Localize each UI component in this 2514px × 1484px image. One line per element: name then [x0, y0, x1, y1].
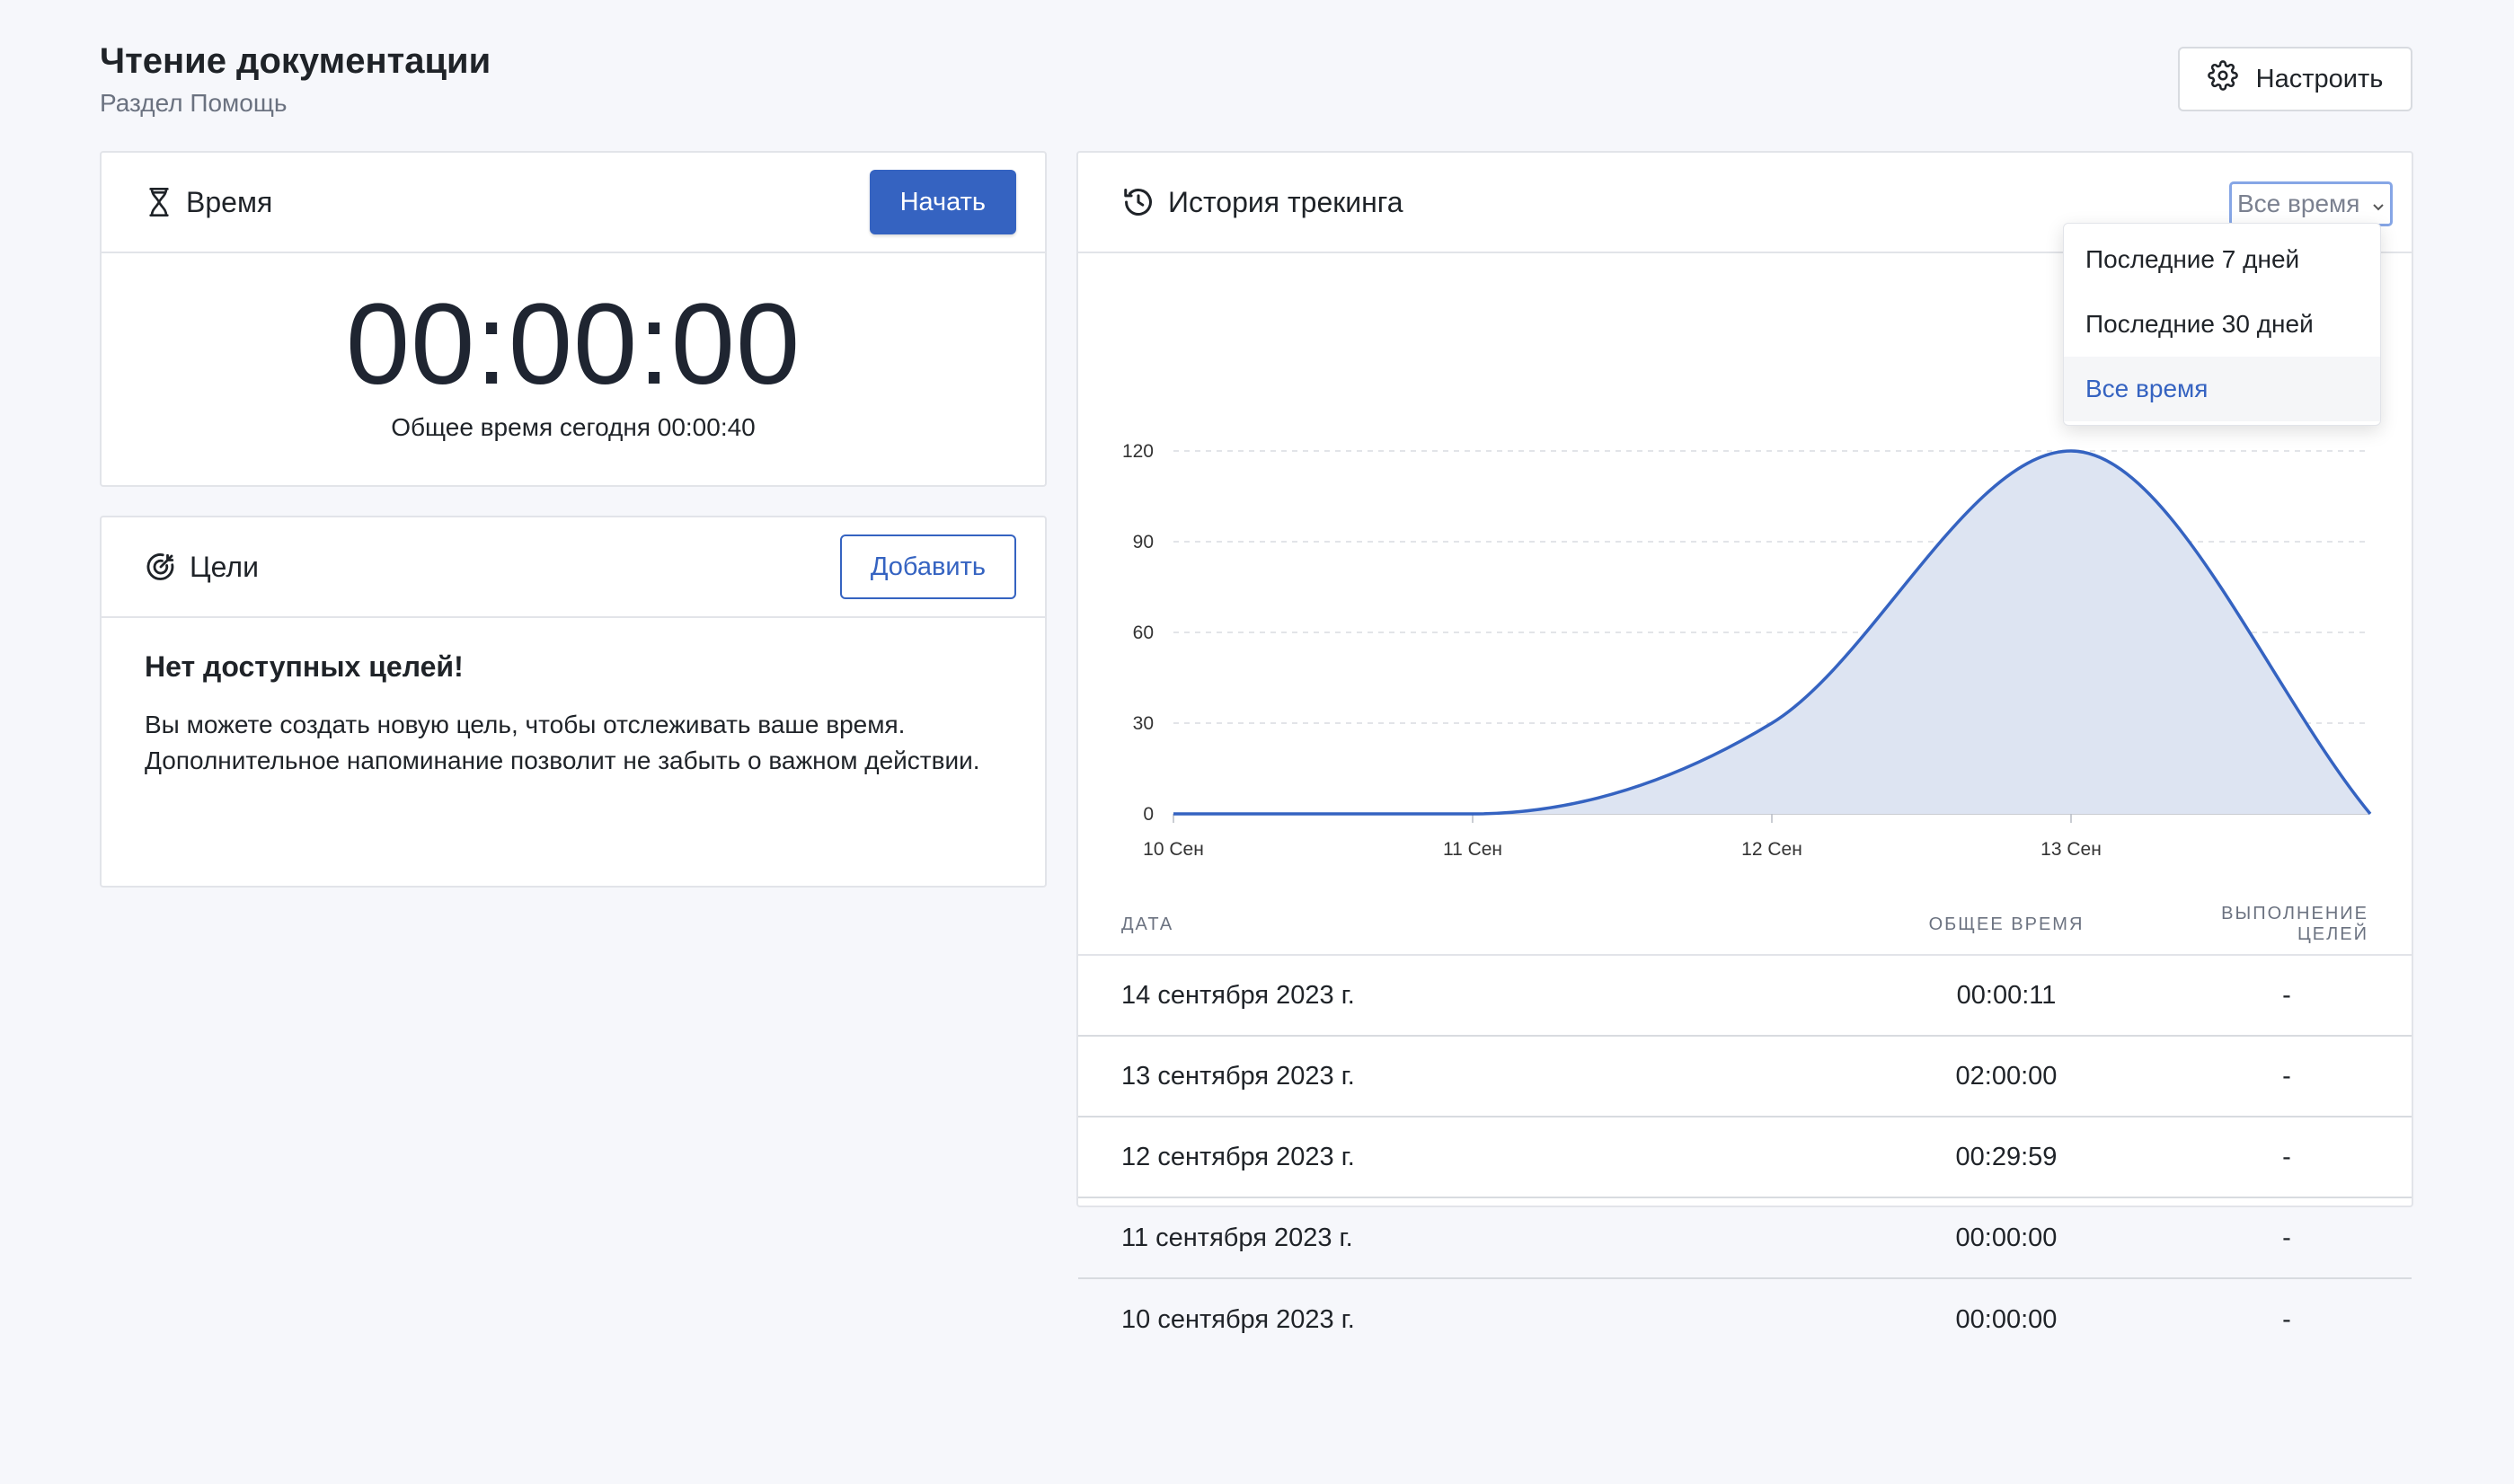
y-tick-label: 30 — [1133, 713, 1154, 734]
range-option-all-time[interactable]: Все время — [2064, 357, 2380, 421]
range-select-value: Все время — [2237, 190, 2360, 217]
table-row: 10 сентября 2023 г. 00:00:00 - — [1078, 1279, 2412, 1360]
timer-display: 00:00:00 — [345, 280, 801, 409]
page-header: Чтение документации Раздел Помощь — [100, 40, 491, 119]
column-total-time: ОБЩЕЕ ВРЕМЯ — [1928, 914, 2085, 934]
gear-icon — [2207, 60, 2238, 98]
tracking-chart: 0 30 60 90 120 10 Сен 11 Сен 12 Сен 13 Сен — [1078, 255, 2412, 897]
column-goals: ВЫПОЛНЕНИЕ ЦЕЛЕЙ — [2221, 904, 2368, 944]
chevron-down-icon — [2372, 190, 2385, 218]
goals-card-title: Цели — [190, 550, 259, 583]
row-goals: - — [2282, 1304, 2291, 1334]
y-tick-label: 90 — [1133, 532, 1154, 552]
row-date: 10 сентября 2023 г. — [1121, 1304, 1355, 1334]
x-tick-label: 12 Сен — [1741, 839, 1802, 860]
target-icon — [145, 551, 177, 583]
history-card-title: История трекинга — [1168, 185, 1403, 218]
row-total-time: 00:29:59 — [1955, 1142, 2058, 1171]
row-total-time: 00:00:11 — [1956, 980, 2057, 1010]
timer-card-title: Время — [186, 185, 273, 218]
row-goals: - — [2282, 980, 2291, 1010]
row-goals: - — [2282, 1061, 2291, 1091]
settings-button-label: Настроить — [2255, 64, 2384, 93]
range-option-30-days[interactable]: Последние 30 дней — [2085, 310, 2314, 338]
tracking-chart-svg: 0 30 60 90 120 10 Сен 11 Сен 12 Сен 13 Сен — [1122, 441, 2372, 860]
series-area — [1173, 451, 2370, 814]
timer-card-header: Время Начать — [102, 153, 1045, 253]
y-tick-label: 0 — [1143, 804, 1154, 825]
table-row: 12 сентября 2023 г. 00:29:59 - — [1078, 1117, 2412, 1198]
add-goal-button[interactable]: Добавить — [839, 534, 1016, 599]
table-header: ДАТА ОБЩЕЕ ВРЕМЯ ВЫПОЛНЕНИЕ ЦЕЛЕЙ — [1078, 895, 2412, 956]
x-tick-label: 10 Сен — [1143, 839, 1204, 860]
goals-card-header: Цели Добавить — [102, 517, 1045, 618]
page-title: Чтение документации — [100, 41, 491, 81]
range-option-7-days[interactable]: Последние 7 дней — [2085, 245, 2300, 273]
range-select[interactable]: Все время — [2229, 181, 2393, 226]
range-dropdown-menu: Последние 7 дней Последние 30 дней Все в… — [2063, 223, 2381, 426]
row-total-time: 02:00:00 — [1955, 1061, 2058, 1091]
row-date: 14 сентября 2023 г. — [1121, 980, 1355, 1010]
x-tick-label: 13 Сен — [2040, 839, 2102, 860]
hourglass-icon — [145, 186, 173, 218]
row-date: 11 сентября 2023 г. — [1121, 1223, 1353, 1252]
table-row: 14 сентября 2023 г. 00:00:11 - — [1078, 956, 2412, 1037]
column-date: ДАТА — [1121, 914, 1174, 934]
row-total-time: 00:00:00 — [1955, 1223, 2058, 1252]
table-row: 13 сентября 2023 г. 02:00:00 - — [1078, 1037, 2412, 1117]
y-tick-label: 60 — [1133, 623, 1154, 643]
row-date: 12 сентября 2023 г. — [1121, 1142, 1355, 1171]
page-subtitle: Раздел Помощь — [100, 89, 288, 117]
start-button[interactable]: Начать — [869, 170, 1016, 234]
timer-card: Время Начать 00:00:00 Общее время сегодн… — [100, 151, 1047, 487]
row-date: 13 сентября 2023 г. — [1121, 1061, 1355, 1091]
goals-card: Цели Добавить Нет доступных целей! Вы мо… — [100, 516, 1047, 888]
settings-button[interactable]: Настроить — [2178, 47, 2412, 111]
x-tick-label: 11 Сен — [1443, 839, 1502, 860]
history-table: ДАТА ОБЩЕЕ ВРЕМЯ ВЫПОЛНЕНИЕ ЦЕЛЕЙ 14 сен… — [1078, 895, 2412, 1360]
row-goals: - — [2282, 1223, 2291, 1252]
goals-empty-title: Нет доступных целей! — [145, 650, 464, 683]
row-total-time: 00:00:00 — [1955, 1304, 2058, 1334]
row-goals: - — [2282, 1142, 2291, 1171]
y-tick-label: 120 — [1122, 441, 1154, 462]
today-total-time: Общее время сегодня 00:00:40 — [391, 413, 756, 441]
history-card-header: История трекинга — [1078, 153, 2412, 253]
history-icon — [1121, 185, 1155, 219]
table-row: 11 сентября 2023 г. 00:00:00 - — [1078, 1198, 2412, 1279]
goals-empty-text: Вы можете создать новую цель, чтобы отсл… — [145, 711, 980, 774]
